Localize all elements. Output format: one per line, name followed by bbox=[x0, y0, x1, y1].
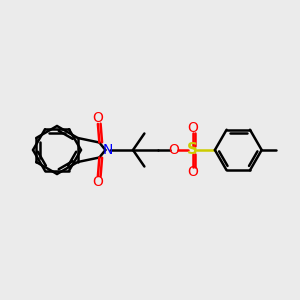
Text: O: O bbox=[187, 166, 198, 179]
Text: N: N bbox=[102, 143, 113, 157]
Text: O: O bbox=[92, 112, 103, 125]
Text: O: O bbox=[92, 175, 103, 188]
Text: S: S bbox=[187, 142, 198, 158]
Text: O: O bbox=[187, 121, 198, 134]
Text: O: O bbox=[169, 143, 179, 157]
